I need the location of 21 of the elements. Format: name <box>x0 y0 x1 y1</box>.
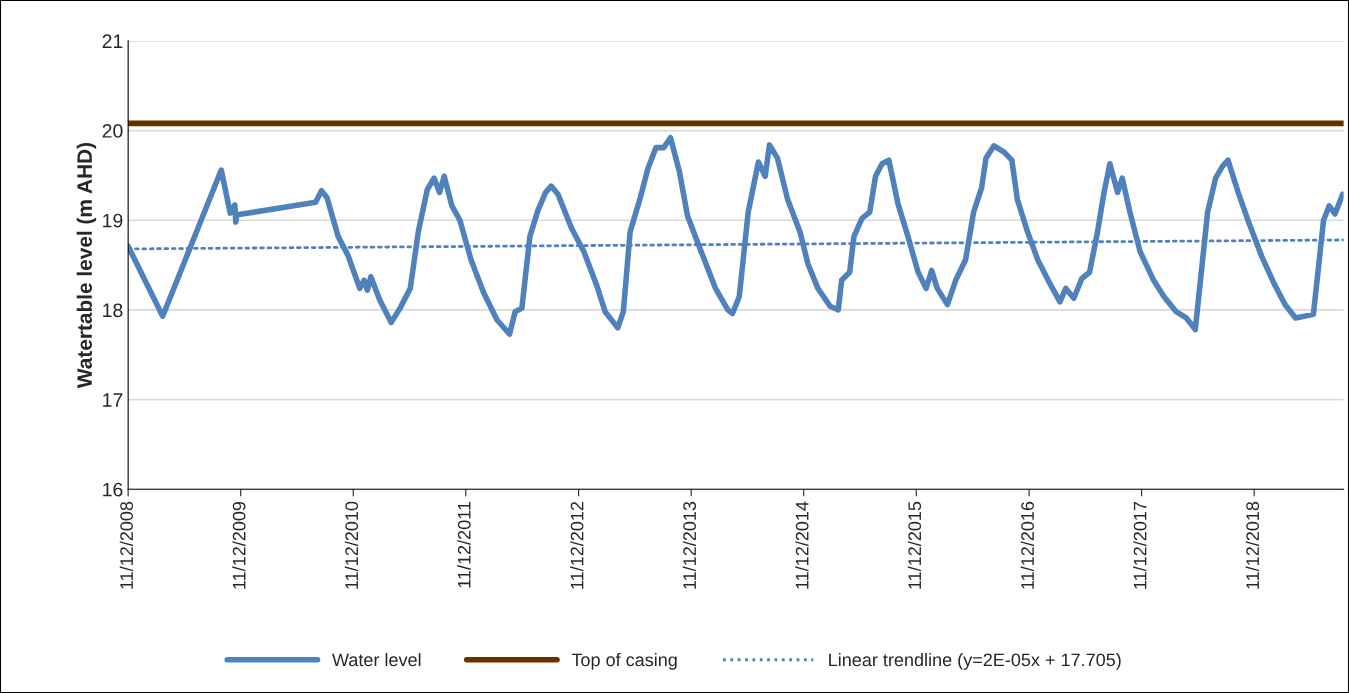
y-tick-label: 17 <box>103 393 123 407</box>
x-tick-label: 11/12/2010 <box>344 501 359 589</box>
y-tick-label: 16 <box>103 482 123 497</box>
x-tick-label: 11/12/2017 <box>1133 501 1147 589</box>
x-tick-label: 11/12/2013 <box>682 501 697 589</box>
x-tick-label: 11/12/2014 <box>795 501 809 589</box>
x-tick-label: 11/12/2018 <box>1245 501 1260 589</box>
y-axis-title: Watertable level (m AHD) <box>76 143 97 389</box>
y-tick-label: 21 <box>102 34 123 48</box>
y-tick-label: 20 <box>102 124 123 138</box>
y-tick-label: 19 <box>103 213 123 228</box>
y-tick-label: 18 <box>103 303 123 318</box>
x-tick-label: 11/12/2009 <box>232 501 246 589</box>
x-tick-label: 11/12/2016 <box>1020 501 1034 589</box>
x-tick-label: 11/12/2011 <box>457 501 471 588</box>
legend-label: Top of casing <box>571 652 677 670</box>
legend-label: Linear trendline (y=2E-05x + 17.705) <box>829 652 1121 670</box>
x-tick-label: 11/12/2008 <box>119 501 133 589</box>
x-tick-label: 11/12/2015 <box>907 501 922 589</box>
legend-label: Water level <box>332 652 421 667</box>
x-tick-label: 11/12/2012 <box>570 501 584 589</box>
